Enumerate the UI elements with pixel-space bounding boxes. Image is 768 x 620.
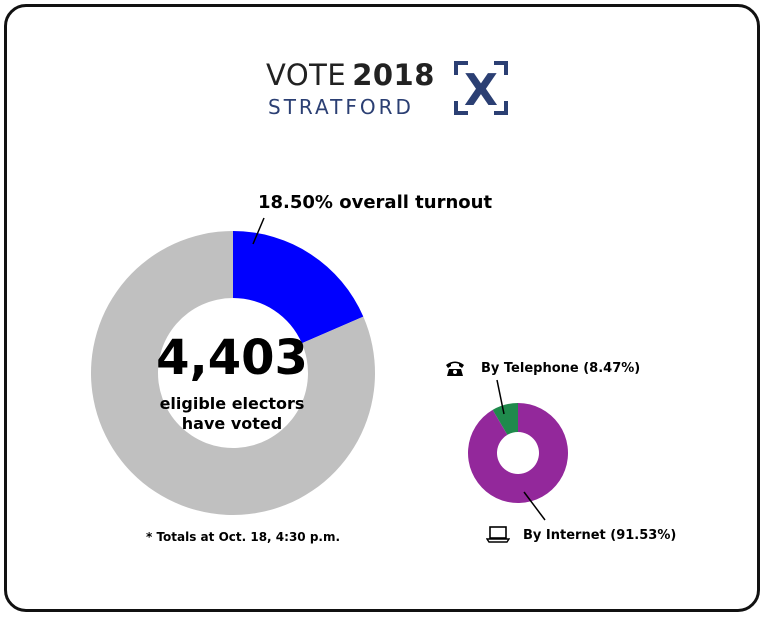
method-slice-1	[492, 403, 518, 435]
turnout-slice-2	[90, 231, 376, 515]
total-voted-number: 4,403	[156, 330, 308, 386]
turnout-annotation: 18.50% overall turnout	[258, 192, 493, 213]
voting-method-donut-chart	[468, 402, 569, 503]
totals-footnote: * Totals at Oct. 18, 4:30 p.m.	[146, 530, 341, 544]
method-slice-2	[468, 402, 569, 503]
logo-year-text: 2018	[352, 58, 435, 92]
logo-city-text: STRATFORD	[268, 95, 414, 119]
telephone-legend-label: By Telephone (8.47%)	[481, 361, 641, 376]
internet-legend-label: By Internet (91.53%)	[523, 528, 677, 543]
ballot-x-icon: X	[454, 61, 508, 115]
turnout-slice-1	[233, 231, 364, 344]
telephone-icon	[446, 361, 464, 376]
turnout-leader-line	[252, 217, 265, 245]
logo-x-mark: X	[464, 65, 498, 115]
internet-leader-line	[523, 491, 546, 521]
laptop-icon	[486, 526, 510, 543]
turnout-donut-chart	[90, 231, 376, 515]
logo-title: VOTE 2018	[266, 58, 435, 92]
total-voted-caption-line1: eligible electors	[159, 394, 305, 413]
vote-2018-logo: VOTE 2018 STRATFORD X	[262, 58, 512, 122]
total-voted-caption-line2: have voted	[181, 414, 283, 433]
logo-vote-text: VOTE	[266, 58, 347, 92]
telephone-leader-line	[496, 379, 505, 415]
